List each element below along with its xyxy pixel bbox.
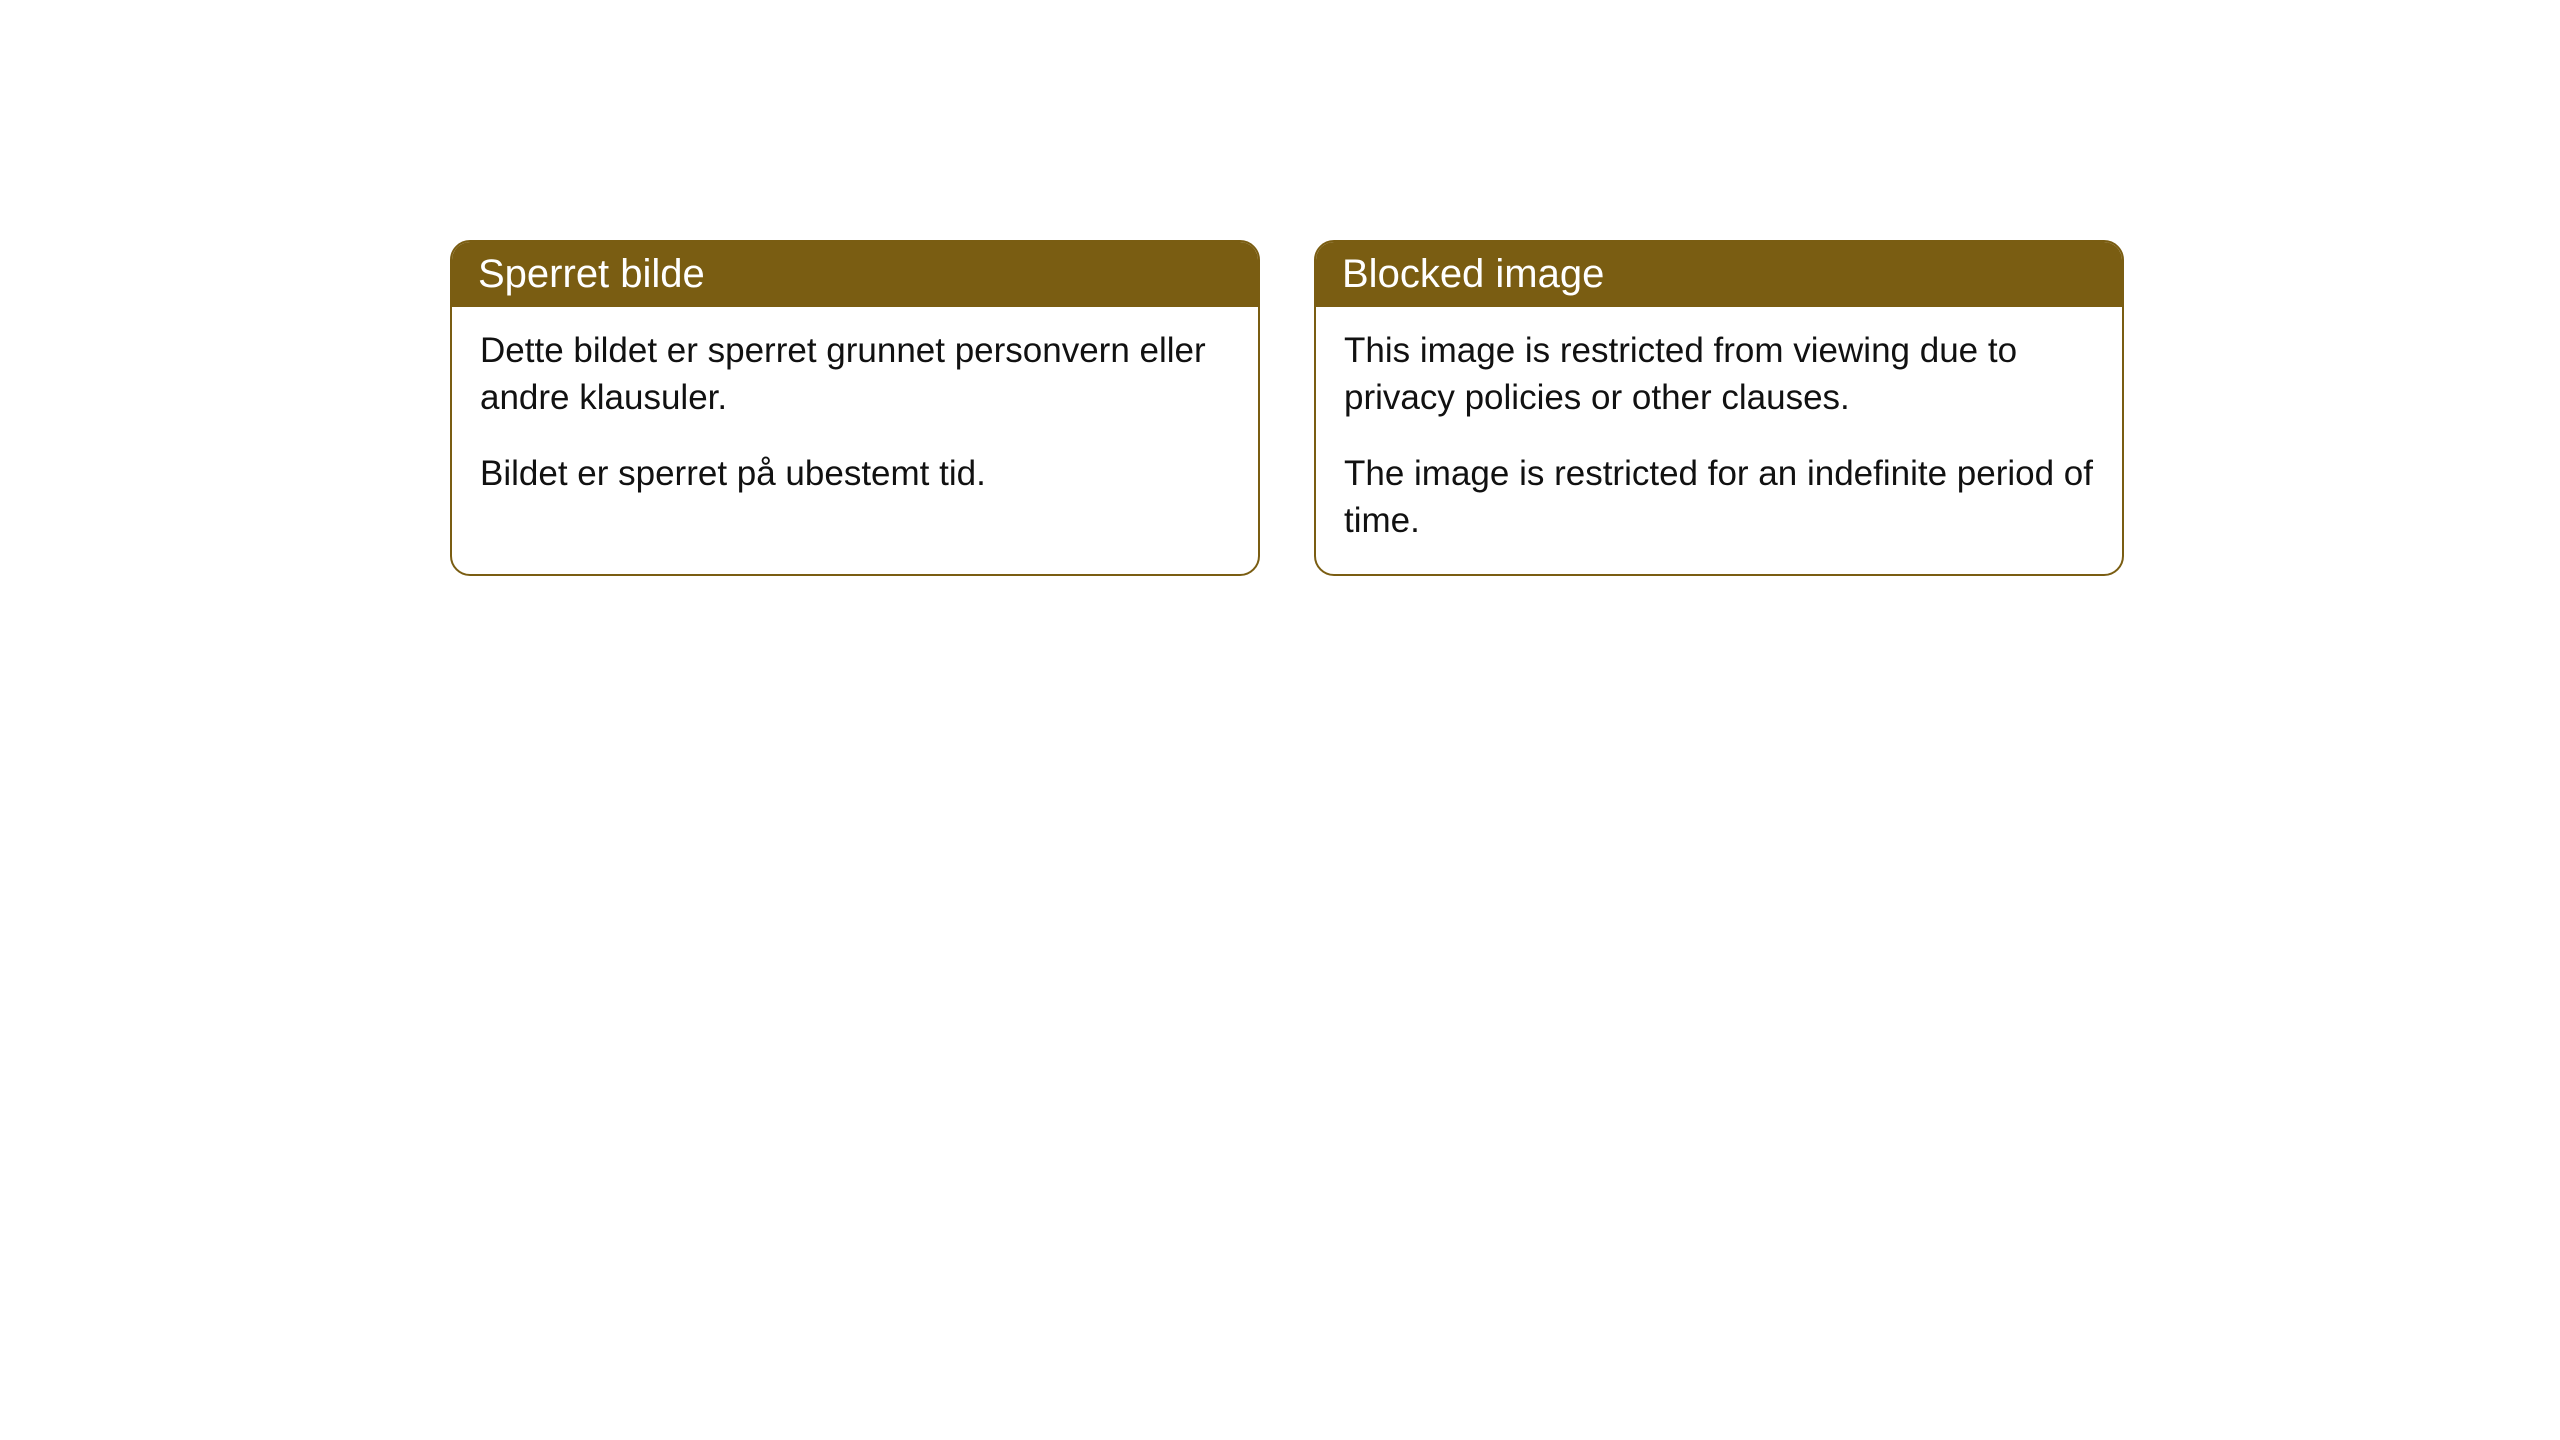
card-header-english: Blocked image [1316,242,2122,307]
blocked-image-card-english: Blocked image This image is restricted f… [1314,240,2124,576]
card-paragraph-1-english: This image is restricted from viewing du… [1344,327,2094,422]
card-paragraph-1-norwegian: Dette bildet er sperret grunnet personve… [480,327,1230,422]
card-paragraph-2-norwegian: Bildet er sperret på ubestemt tid. [480,450,1230,497]
cards-container: Sperret bilde Dette bildet er sperret gr… [0,0,2560,576]
blocked-image-card-norwegian: Sperret bilde Dette bildet er sperret gr… [450,240,1260,576]
card-paragraph-2-english: The image is restricted for an indefinit… [1344,450,2094,545]
card-body-norwegian: Dette bildet er sperret grunnet personve… [452,307,1258,527]
card-header-norwegian: Sperret bilde [452,242,1258,307]
card-body-english: This image is restricted from viewing du… [1316,307,2122,574]
